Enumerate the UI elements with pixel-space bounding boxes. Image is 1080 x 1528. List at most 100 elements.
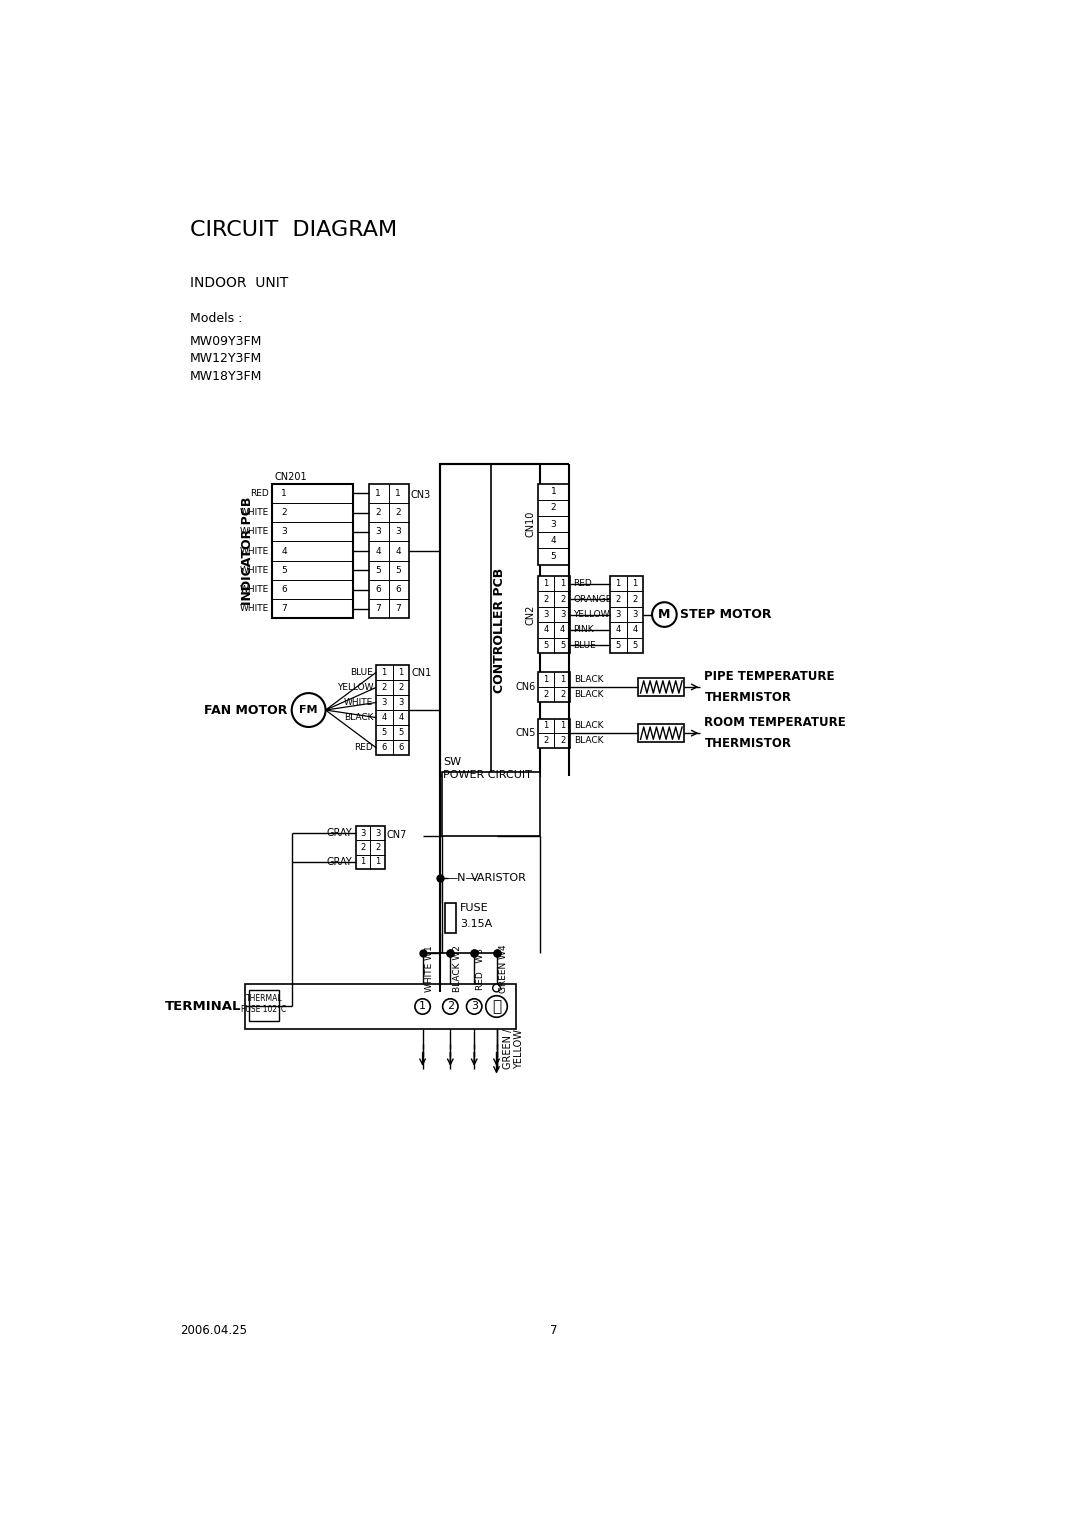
Text: MW18Y3FM: MW18Y3FM <box>190 370 262 384</box>
Text: CIRCUIT  DIAGRAM: CIRCUIT DIAGRAM <box>190 220 397 240</box>
Text: 5: 5 <box>281 565 287 575</box>
Text: 5: 5 <box>561 640 565 649</box>
Text: 1: 1 <box>543 721 549 730</box>
Circle shape <box>486 996 508 1018</box>
Text: 7: 7 <box>550 1325 557 1337</box>
Text: 1: 1 <box>395 489 401 498</box>
Text: WHITE: WHITE <box>240 507 269 516</box>
Text: CN1: CN1 <box>411 668 431 678</box>
Text: 2: 2 <box>376 843 380 853</box>
Text: BLACK W2: BLACK W2 <box>453 946 461 992</box>
Bar <box>245 984 516 1028</box>
Text: GRAY: GRAY <box>327 828 352 839</box>
Text: 1: 1 <box>561 579 565 588</box>
Bar <box>445 903 456 932</box>
Text: 2: 2 <box>360 843 365 853</box>
Text: WHITE: WHITE <box>240 585 269 594</box>
Text: FAN MOTOR: FAN MOTOR <box>204 703 287 717</box>
Bar <box>249 990 279 1021</box>
Text: FUSE 102°C: FUSE 102°C <box>241 1005 286 1015</box>
Text: 3: 3 <box>395 527 401 536</box>
Text: CN7: CN7 <box>387 830 407 840</box>
Text: RED: RED <box>251 489 269 498</box>
Text: 1: 1 <box>551 487 556 497</box>
Text: 4: 4 <box>561 625 565 634</box>
Bar <box>377 665 408 755</box>
Bar <box>368 484 408 619</box>
Text: 1: 1 <box>543 675 549 685</box>
Text: SW: SW <box>444 758 461 767</box>
Text: 3: 3 <box>551 520 556 529</box>
Text: CN201: CN201 <box>274 472 308 483</box>
Text: TERMINAL: TERMINAL <box>165 999 242 1013</box>
Circle shape <box>415 999 430 1015</box>
Text: 1: 1 <box>376 857 380 866</box>
Text: 3: 3 <box>375 828 380 837</box>
Text: THERMISTOR: THERMISTOR <box>704 738 792 750</box>
Text: 3: 3 <box>543 610 549 619</box>
Text: 2: 2 <box>281 507 287 516</box>
Text: 6: 6 <box>281 585 287 594</box>
Bar <box>538 484 569 564</box>
Text: 6: 6 <box>399 744 404 752</box>
Text: 7: 7 <box>395 604 401 613</box>
Text: MW09Y3FM: MW09Y3FM <box>190 335 262 348</box>
Text: FUSE: FUSE <box>460 903 489 914</box>
Text: 2: 2 <box>543 689 549 698</box>
Text: 4: 4 <box>395 547 401 556</box>
Circle shape <box>492 984 500 992</box>
Text: 1: 1 <box>419 1001 427 1012</box>
Text: WHITE W1: WHITE W1 <box>424 946 434 992</box>
Text: BLACK: BLACK <box>575 675 604 685</box>
Bar <box>441 465 540 776</box>
Text: CONTROLLER PCB: CONTROLLER PCB <box>494 567 507 692</box>
Bar <box>638 724 685 743</box>
Text: BLUE: BLUE <box>351 668 374 677</box>
Text: 3: 3 <box>381 698 387 707</box>
Text: 3: 3 <box>616 610 621 619</box>
Text: 4: 4 <box>399 714 404 723</box>
Text: 4: 4 <box>633 625 638 634</box>
Text: BLACK: BLACK <box>575 689 604 698</box>
Text: 5: 5 <box>616 640 621 649</box>
Text: 6: 6 <box>381 744 387 752</box>
Text: 5: 5 <box>395 565 401 575</box>
Text: 5: 5 <box>543 640 549 649</box>
Text: 4: 4 <box>381 714 387 723</box>
Text: 1: 1 <box>633 579 638 588</box>
Text: YELLOW: YELLOW <box>573 610 610 619</box>
Text: GREEN /
YELLOW: GREEN / YELLOW <box>502 1028 524 1070</box>
Text: 2: 2 <box>543 594 549 604</box>
Text: M: M <box>658 608 671 620</box>
Text: 7: 7 <box>375 604 381 613</box>
Text: WHITE: WHITE <box>345 698 374 707</box>
Text: 5: 5 <box>381 729 387 736</box>
Text: 2: 2 <box>561 594 565 604</box>
Text: Ⓖ: Ⓖ <box>492 999 501 1015</box>
Text: 3: 3 <box>375 527 381 536</box>
Text: 4: 4 <box>616 625 621 634</box>
Text: 1: 1 <box>360 857 365 866</box>
Bar <box>538 672 570 701</box>
Text: 3: 3 <box>633 610 638 619</box>
Text: CN3: CN3 <box>410 490 431 500</box>
Text: 2: 2 <box>561 736 565 746</box>
Text: WHITE: WHITE <box>240 527 269 536</box>
Text: 2: 2 <box>395 507 401 516</box>
Text: RED: RED <box>573 579 592 588</box>
Text: 5: 5 <box>399 729 404 736</box>
Text: 1: 1 <box>543 579 549 588</box>
Text: 2: 2 <box>616 594 621 604</box>
Text: 2: 2 <box>543 736 549 746</box>
Text: 2: 2 <box>551 503 556 512</box>
Bar <box>355 827 384 868</box>
Text: 5: 5 <box>551 552 556 561</box>
Text: 6: 6 <box>395 585 401 594</box>
Text: 1: 1 <box>561 675 565 685</box>
Text: 7: 7 <box>281 604 287 613</box>
Text: INDICATOR PCB: INDICATOR PCB <box>241 497 254 605</box>
Text: 1: 1 <box>561 721 565 730</box>
Circle shape <box>467 999 482 1015</box>
Text: 1: 1 <box>399 668 404 677</box>
Bar <box>538 576 570 652</box>
